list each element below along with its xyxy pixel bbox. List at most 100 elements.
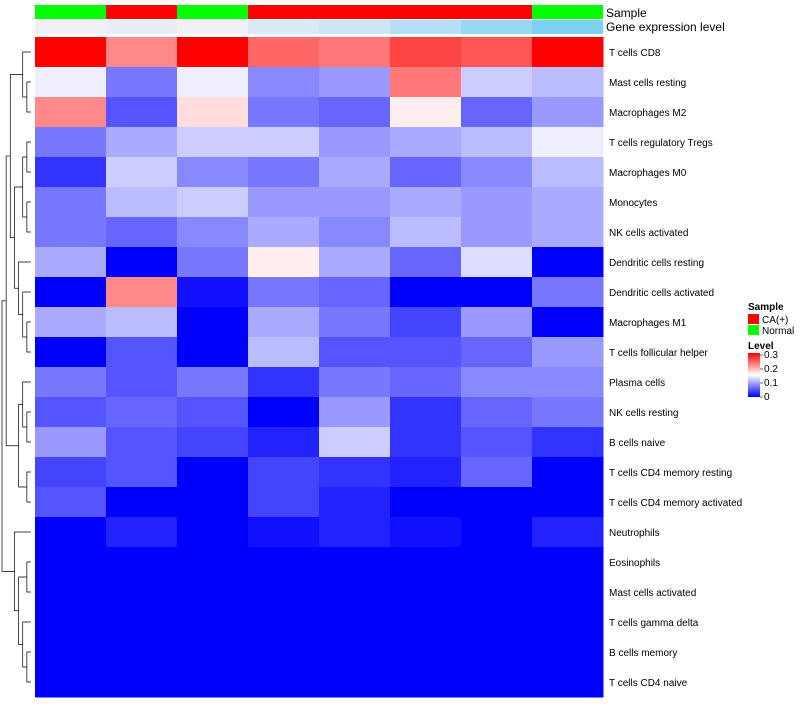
heatmap-cell [248, 637, 320, 668]
heatmap-cell [390, 607, 462, 638]
heatmap-cell [106, 37, 178, 68]
heatmap-cell [532, 247, 604, 278]
expression-cell [319, 20, 390, 34]
heatmap-cell [177, 637, 249, 668]
heatmap-cell [177, 97, 249, 128]
expression-cell [461, 20, 532, 34]
heatmap-cell [390, 157, 462, 188]
legend-tick-2: 0.1 [764, 378, 778, 389]
heatmap-cell [390, 127, 462, 158]
heatmap-cell [532, 577, 604, 608]
heatmap-cell [461, 67, 533, 98]
heatmap-cell [106, 487, 178, 518]
row-label: Dendritic cells activated [609, 288, 714, 299]
heatmap-cell [319, 397, 391, 428]
heatmap-cell [461, 547, 533, 578]
heatmap-cell [248, 97, 320, 128]
heatmap-cell [35, 637, 107, 668]
heatmap-cell [461, 157, 533, 188]
expression-cell [35, 20, 106, 34]
sample-cell [35, 5, 106, 19]
heatmap-cell [390, 97, 462, 128]
heatmap-cell [532, 667, 604, 698]
heatmap-cell [319, 307, 391, 338]
heatmap-cell [35, 187, 107, 218]
legend-label-ca: CA(+) [762, 315, 788, 326]
heatmap-cell [35, 457, 107, 488]
sample-cell [319, 5, 390, 19]
heatmap-cell [532, 337, 604, 368]
heatmap-cell [248, 157, 320, 188]
heatmap-cell [461, 217, 533, 248]
legend-sample-title: Sample [748, 302, 784, 313]
heatmap-cell [106, 307, 178, 338]
heatmap-cell [390, 457, 462, 488]
heatmap-cell [390, 307, 462, 338]
heatmap-cell [177, 277, 249, 308]
heatmap-cell [177, 37, 249, 68]
heatmap-cell [319, 337, 391, 368]
heatmap-cell [106, 457, 178, 488]
heatmap-cell [177, 307, 249, 338]
heatmap-cell [532, 307, 604, 338]
heatmap-cell [177, 577, 249, 608]
legend: Sample CA(+) Normal Level 0.3 0.2 0.1 0 [748, 302, 794, 403]
heatmap-cell [461, 517, 533, 548]
heatmap-cell [319, 457, 391, 488]
heatmap-cell [319, 667, 391, 698]
legend-tick-0: 0.3 [764, 350, 778, 361]
sample-track-label: Sample [606, 6, 647, 20]
sample-cell [532, 5, 603, 19]
heatmap-cell [461, 667, 533, 698]
heatmap-cell [106, 427, 178, 458]
legend-swatch-ca [748, 314, 759, 324]
heatmap-cell [319, 427, 391, 458]
heatmap-cell [248, 187, 320, 218]
heatmap-cell [35, 247, 107, 278]
heatmap-cell [532, 67, 604, 98]
heatmap-cell [461, 127, 533, 158]
dendrogram-branch [5, 155, 19, 447]
heatmap-cells [35, 37, 604, 698]
heatmap-cell [532, 367, 604, 398]
heatmap-cell [106, 217, 178, 248]
row-label: Dendritic cells resting [609, 258, 704, 269]
heatmap-cell [106, 577, 178, 608]
heatmap-cell [319, 217, 391, 248]
heatmap-cell [106, 127, 178, 158]
heatmap-cell [35, 97, 107, 128]
heatmap-cell [106, 187, 178, 218]
dendrogram-branch [26, 81, 31, 113]
heatmap-cell [248, 337, 320, 368]
sample-cell [106, 5, 177, 19]
row-label: T cells follicular helper [609, 348, 708, 359]
heatmap-cell [248, 307, 320, 338]
heatmap-cell [461, 397, 533, 428]
heatmap-cell [106, 667, 178, 698]
heatmap-cell [106, 67, 178, 98]
row-label: Macrophages M1 [609, 318, 687, 329]
heatmap-cell [390, 397, 462, 428]
heatmap-cell [461, 607, 533, 638]
heatmap-cell [461, 457, 533, 488]
heatmap-cell [177, 127, 249, 158]
heatmap-cell [461, 487, 533, 518]
heatmap-cell [177, 487, 249, 518]
heatmap-cell [390, 247, 462, 278]
row-label: T cells CD4 memory resting [609, 468, 732, 479]
row-labels: T cells CD8 Mast cells resting Macrophages… [609, 48, 742, 689]
heatmap-cell [532, 97, 604, 128]
legend-level-title: Level [748, 341, 774, 352]
heatmap-cell [319, 277, 391, 308]
heatmap-cell [461, 577, 533, 608]
heatmap-cell [106, 247, 178, 278]
legend-label-normal: Normal [762, 326, 794, 337]
heatmap-cell [390, 337, 462, 368]
heatmap-cell [35, 577, 107, 608]
row-label: NK cells activated [609, 228, 688, 239]
heatmap-cell [532, 217, 604, 248]
heatmap-cell [532, 487, 604, 518]
heatmap-cell [390, 427, 462, 458]
dendrogram-branch [9, 74, 23, 238]
